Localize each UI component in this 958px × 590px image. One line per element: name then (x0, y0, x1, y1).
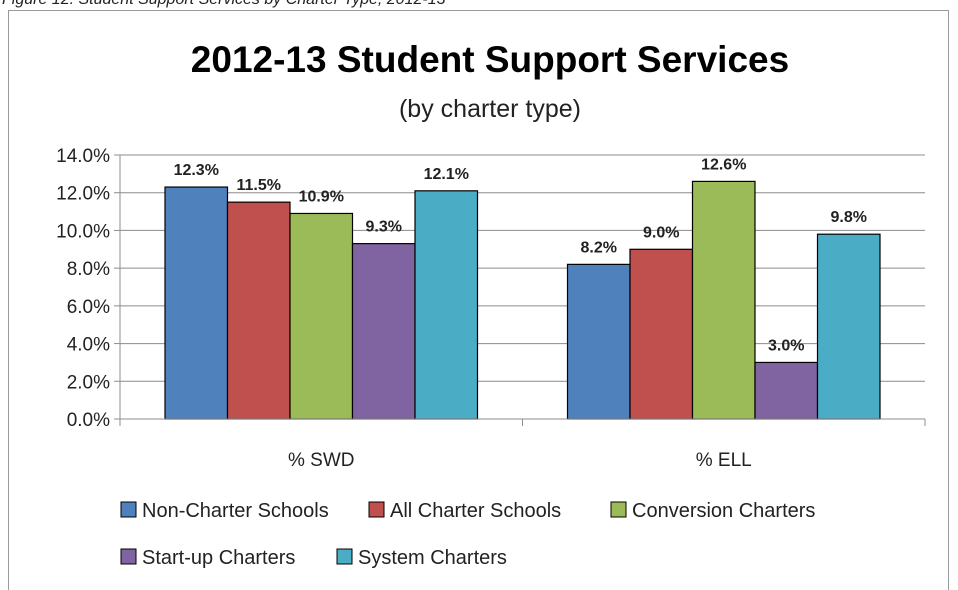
legend-entry: Non-Charter Schools (142, 500, 329, 522)
legend-entry: System Charters (358, 547, 507, 569)
legend: Non-Charter Schools All Charter Schools Co… (120, 500, 815, 569)
chart-title: 2012-13 Student Support Services (191, 39, 789, 80)
data-label: 10.9% (299, 188, 344, 205)
legend-swatch (120, 501, 137, 518)
y-tick-label: 0.0% (67, 410, 110, 431)
data-label: 12.3% (174, 162, 219, 179)
figure-caption: Figure 12: Student Support Services by C… (2, 0, 446, 9)
data-label: 9.8% (831, 209, 867, 226)
y-axis: 0.0% 2.0% 4.0% 6.0% 8.0% 10.0% 12.0% 14.0% (56, 146, 121, 431)
legend-entry: All Charter Schools (390, 500, 561, 522)
data-label: 8.2% (581, 239, 617, 256)
bar (566, 263, 631, 420)
chart-subtitle: (by charter type) (399, 95, 581, 123)
y-tick-label: 12.0% (56, 184, 110, 205)
bar (351, 243, 416, 420)
data-label: 9.0% (643, 224, 679, 241)
y-tick-label: 8.0% (67, 259, 110, 280)
legend-swatch (336, 548, 353, 565)
y-tick-label: 6.0% (67, 297, 110, 318)
bar (226, 201, 291, 420)
bar (414, 190, 479, 420)
y-tick-label: 14.0% (56, 146, 110, 167)
data-label: 12.1% (424, 166, 469, 183)
bar (816, 233, 881, 420)
data-label: 9.3% (366, 219, 402, 236)
legend-entry: Start-up Charters (142, 547, 295, 569)
bar (629, 248, 694, 420)
y-tick-label: 4.0% (67, 335, 110, 356)
bar (691, 180, 756, 420)
legend-swatch (610, 501, 627, 518)
legend-entry: Conversion Charters (632, 500, 815, 522)
y-tick-label: 10.0% (56, 221, 110, 242)
data-label: 3.0% (768, 337, 804, 354)
y-tick-label: 2.0% (67, 372, 110, 393)
bar (289, 212, 354, 420)
bars: 12.3% 11.5% 10.9% 9.3% 12.1% 8.2% 9.0% 12.6% 3.0… (164, 156, 881, 420)
legend-swatch (120, 548, 137, 565)
bar (164, 186, 229, 420)
legend-swatch (368, 501, 385, 518)
x-category-label: % ELL (696, 450, 752, 471)
chart-frame (8, 10, 949, 590)
x-axis: % SWD % ELL (119, 418, 926, 471)
bar (754, 361, 819, 420)
x-category-label: % SWD (288, 450, 355, 471)
data-label: 12.6% (701, 156, 746, 173)
data-label: 11.5% (237, 177, 281, 194)
